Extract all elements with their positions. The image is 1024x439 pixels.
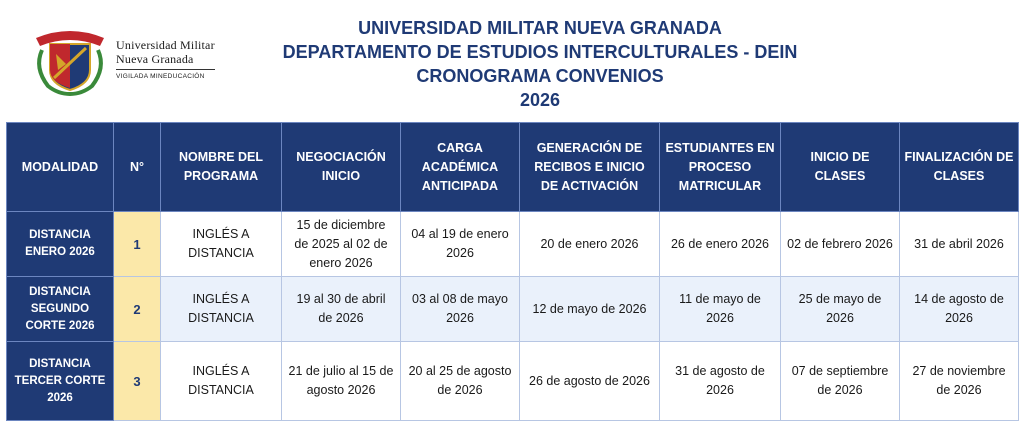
cell-carga: 04 al 19 de enero 2026 [400, 211, 520, 277]
cell-inicio: 07 de septiembre de 2026 [780, 341, 900, 421]
university-logo: Universidad Militar Nueva Granada VIGILA… [28, 20, 218, 98]
cell-negociacion: 15 de diciembre de 2025 al 02 de enero 2… [281, 211, 401, 277]
cell-numero: 2 [113, 276, 161, 342]
schedule-table-container: MODALIDAD N° NOMBRE DEL PROGRAMA NEGOCIA… [6, 122, 1019, 421]
university-crest-icon [36, 31, 104, 96]
cell-programa: INGLÉS A DISTANCIA [160, 341, 282, 421]
cell-modalidad: DISTANCIA SEGUNDO CORTE 2026 [6, 276, 114, 342]
cell-programa: INGLÉS A DISTANCIA [160, 276, 282, 342]
logo-subtext: VIGILADA MINEDUCACIÓN [116, 73, 205, 80]
header-negociacion: NEGOCIACIÓN INICIO [281, 122, 401, 212]
table-header-row: MODALIDAD N° NOMBRE DEL PROGRAMA NEGOCIA… [6, 122, 1019, 212]
cell-recibos: 12 de mayo de 2026 [519, 276, 660, 342]
header-programa: NOMBRE DEL PROGRAMA [160, 122, 282, 212]
table-row: DISTANCIA ENERO 2026 1 INGLÉS A DISTANCI… [6, 211, 1019, 277]
cell-negociacion: 21 de julio al 15 de agosto 2026 [281, 341, 401, 421]
cell-inicio: 02 de febrero 2026 [780, 211, 900, 277]
header-numero: N° [113, 122, 161, 212]
page-header: Universidad Militar Nueva Granada VIGILA… [0, 0, 1024, 122]
logo-text-line1: Universidad Militar [116, 38, 215, 52]
title-schedule: CRONOGRAMA CONVENIOS [416, 66, 664, 86]
cell-carga: 20 al 25 de agosto de 2026 [400, 341, 520, 421]
header-recibos: GENERACIÓN DE RECIBOS E INICIO DE ACTIVA… [519, 122, 660, 212]
cell-recibos: 26 de agosto de 2026 [519, 341, 660, 421]
header-modalidad: MODALIDAD [6, 122, 114, 212]
cell-estudiantes: 31 de agosto de 2026 [659, 341, 781, 421]
cell-modalidad: DISTANCIA ENERO 2026 [6, 211, 114, 277]
cell-programa: INGLÉS A DISTANCIA [160, 211, 282, 277]
title-year: 2026 [519, 90, 561, 110]
cell-negociacion: 19 al 30 de abril de 2026 [281, 276, 401, 342]
header-inicio: INICIO DE CLASES [780, 122, 900, 212]
header-carga: CARGA ACADÉMICA ANTICIPADA [400, 122, 520, 212]
cell-modalidad: DISTANCIA TERCER CORTE 2026 [6, 341, 114, 421]
header-fin: FINALIZACIÓN DE CLASES [899, 122, 1019, 212]
cell-estudiantes: 11 de mayo de 2026 [659, 276, 781, 342]
cell-estudiantes: 26 de enero 2026 [659, 211, 781, 277]
title-department: DEPARTAMENTO DE ESTUDIOS INTERCULTURALES… [282, 42, 798, 62]
cell-fin: 14 de agosto de 2026 [899, 276, 1019, 342]
title-university: UNIVERSIDAD MILITAR NUEVA GRANADA [358, 18, 722, 38]
cell-numero: 1 [113, 211, 161, 277]
cell-fin: 31 de abril 2026 [899, 211, 1019, 277]
cell-fin: 27 de noviembre de 2026 [899, 341, 1019, 421]
table-row: DISTANCIA TERCER CORTE 2026 3 INGLÉS A D… [6, 341, 1019, 421]
document-title-block: UNIVERSIDAD MILITAR NUEVA GRANADA DEPART… [250, 16, 830, 112]
logo-text-line2: Nueva Granada [116, 52, 215, 70]
cell-carga: 03 al 08 de mayo 2026 [400, 276, 520, 342]
cell-recibos: 20 de enero 2026 [519, 211, 660, 277]
table-row: DISTANCIA SEGUNDO CORTE 2026 2 INGLÉS A … [6, 276, 1019, 342]
cell-inicio: 25 de mayo de 2026 [780, 276, 900, 342]
cell-numero: 3 [113, 341, 161, 421]
header-estudiantes: ESTUDIANTES EN PROCESO MATRICULAR [659, 122, 781, 212]
schedule-table: MODALIDAD N° NOMBRE DEL PROGRAMA NEGOCIA… [6, 122, 1019, 421]
